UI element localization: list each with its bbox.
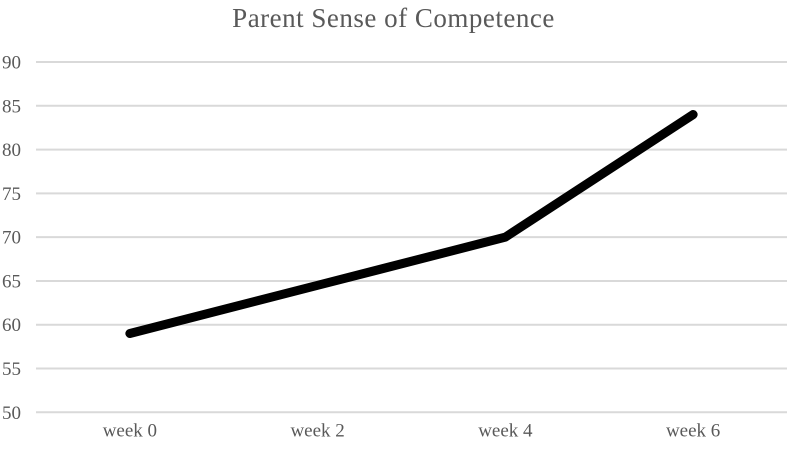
y-tick-label: 55	[2, 359, 21, 380]
y-tick-label: 50	[2, 403, 21, 424]
x-tick-label: week 0	[103, 421, 157, 442]
y-tick-label: 65	[2, 271, 21, 292]
y-tick-label: 75	[2, 184, 21, 205]
y-tick-label: 60	[2, 315, 21, 336]
y-tick-label: 80	[2, 140, 21, 161]
y-tick-label: 70	[2, 228, 21, 249]
y-tick-label: 90	[2, 53, 21, 74]
data-line	[125, 110, 698, 338]
y-tick-label: 85	[2, 96, 21, 117]
chart-title: Parent Sense of Competence	[232, 3, 555, 33]
x-tick-label: week 4	[478, 421, 533, 442]
x-tick-label: week 6	[666, 421, 720, 442]
x-tick-label: week 2	[290, 421, 344, 442]
